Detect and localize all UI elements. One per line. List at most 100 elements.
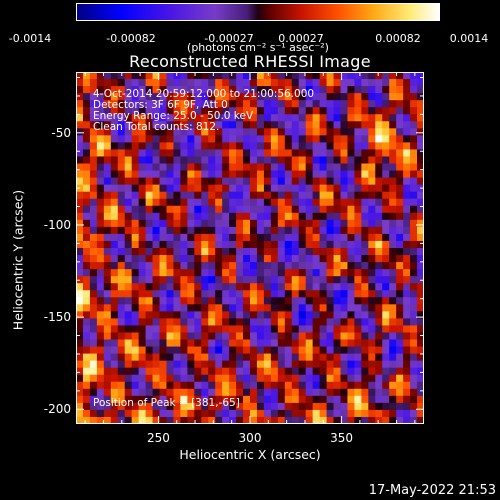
heatmap-cell: [89, 72, 98, 80]
heatmap-cell: [256, 346, 265, 354]
heatmap-cell: [180, 240, 188, 249]
heatmap-cell: [305, 297, 314, 305]
heatmap-cell: [284, 114, 293, 122]
heatmap-cell: [243, 304, 251, 312]
heatmap-cell: [333, 177, 341, 186]
heatmap-cell: [145, 248, 153, 256]
heatmap-cell: [368, 332, 376, 340]
heatmap-cell: [368, 135, 376, 143]
heatmap-cell: [396, 198, 404, 207]
heatmap-cell: [256, 416, 265, 424]
heatmap-cell: [319, 388, 327, 397]
heatmap-cell: [263, 100, 272, 108]
heatmap-cell: [396, 276, 404, 284]
heatmap-cell: [326, 128, 334, 136]
y-tick-label: -200: [43, 402, 71, 417]
heatmap-cell: [138, 149, 146, 157]
heatmap-cell: [250, 86, 258, 94]
heatmap-cell: [333, 240, 341, 249]
heatmap-cell: [215, 79, 223, 87]
heatmap-cell: [263, 86, 272, 94]
heatmap-cell: [263, 93, 272, 101]
heatmap-cell: [347, 248, 355, 256]
heatmap-cell: [243, 346, 251, 354]
heatmap-cell: [270, 388, 279, 397]
heatmap-cell: [236, 184, 244, 193]
heatmap-cell: [166, 367, 174, 376]
heatmap-cell: [82, 233, 91, 242]
heatmap-cell: [173, 367, 181, 376]
heatmap-cell: [208, 374, 216, 383]
heatmap-cell: [159, 198, 167, 207]
heatmap-cell: [201, 381, 209, 390]
heatmap-cell: [229, 402, 237, 411]
colorbar-unit-label: (photons cm⁻² s⁻¹ asec⁻²): [187, 41, 329, 54]
heatmap-cell: [208, 114, 216, 122]
heatmap-cell: [298, 233, 307, 242]
heatmap-cell: [298, 297, 307, 305]
heatmap-cell: [284, 86, 293, 94]
heatmap-cell: [208, 381, 216, 390]
heatmap-cell: [291, 339, 300, 347]
heatmap-cell: [96, 402, 105, 411]
heatmap-cell: [361, 142, 369, 150]
heatmap-cell: [243, 100, 251, 108]
heatmap-cell: [250, 304, 258, 312]
heatmap-cell: [326, 191, 334, 200]
heatmap-cell: [298, 367, 307, 376]
heatmap-cell: [340, 121, 348, 129]
heatmap-cell: [236, 346, 244, 354]
heatmap-cell: [82, 163, 91, 171]
heatmap-cell: [305, 121, 314, 129]
heatmap-cell: [312, 402, 320, 411]
heatmap-cell: [333, 163, 341, 171]
heatmap-cell: [152, 198, 160, 207]
heatmap-cell: [326, 318, 334, 326]
heatmap-cell: [256, 325, 265, 333]
heatmap-cell: [89, 93, 98, 101]
heatmap-cell: [145, 325, 153, 333]
heatmap-cell: [194, 149, 202, 157]
heatmap-cell: [229, 114, 237, 122]
heatmap-cell: [194, 79, 202, 87]
heatmap-cell: [110, 191, 119, 200]
heatmap-cell: [410, 255, 418, 263]
heatmap-cell: [180, 360, 188, 369]
heatmap-cell: [291, 346, 300, 354]
heatmap-cell: [298, 416, 307, 424]
heatmap-cell: [263, 156, 272, 164]
heatmap-cell: [403, 219, 411, 228]
heatmap-cell: [277, 381, 286, 390]
heatmap-cell: [229, 184, 237, 193]
heatmap-cell: [403, 353, 411, 362]
heatmap-cell: [243, 388, 251, 397]
heatmap-cell: [375, 339, 383, 347]
heatmap-cell: [201, 191, 209, 200]
heatmap-cell: [173, 339, 181, 347]
heatmap-cell: [166, 332, 174, 340]
heatmap-cell: [340, 149, 348, 157]
heatmap-cell: [368, 233, 376, 242]
heatmap-cell: [382, 409, 390, 418]
heatmap-cell: [159, 212, 167, 221]
heatmap-cell: [145, 184, 153, 193]
heatmap-cell: [82, 135, 91, 143]
heatmap-cell: [298, 163, 307, 171]
heatmap-cell: [222, 332, 230, 340]
heatmap-cell: [236, 269, 244, 277]
heatmap-cell: [389, 191, 397, 200]
heatmap-cell: [319, 395, 327, 404]
heatmap-cell: [187, 381, 195, 390]
heatmap-cell: [263, 198, 272, 207]
heatmap-cell: [187, 240, 195, 249]
heatmap-cell: [131, 156, 140, 164]
heatmap-cell: [201, 297, 209, 305]
heatmap-cell: [326, 205, 334, 214]
heatmap-cell: [284, 269, 293, 277]
heatmap-cell: [396, 212, 404, 221]
heatmap-cell: [403, 198, 411, 207]
heatmap-cell: [145, 205, 153, 214]
heatmap-cell: [347, 395, 355, 404]
heatmap-cell: [89, 367, 98, 376]
heatmap-cell: [173, 255, 181, 263]
